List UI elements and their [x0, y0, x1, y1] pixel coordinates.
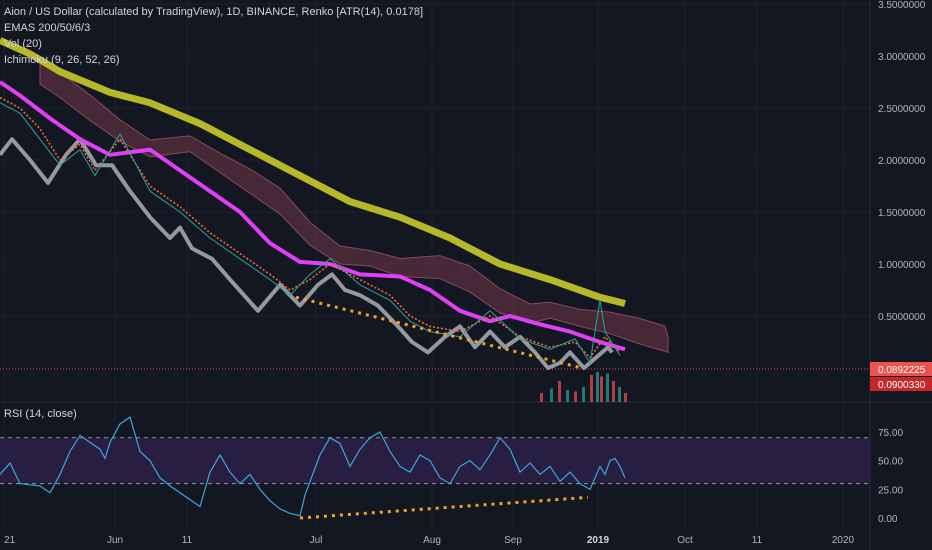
rsi-axis: 0.00 25.00 50.00 75.00	[878, 428, 903, 525]
trendline-price[interactable]	[295, 295, 583, 370]
price-tick-label: 3.5000000	[878, 0, 926, 11]
price-tick-label: 3.0000000	[878, 52, 926, 63]
price-tag-label: 0.0900330	[878, 380, 926, 391]
ema3-line	[0, 102, 621, 364]
volume-bar	[612, 381, 615, 402]
time-tick-label: Aug	[423, 535, 441, 546]
indicator-emas[interactable]: EMAS 200/50/6/3	[4, 22, 91, 34]
volume-bar	[596, 372, 599, 402]
time-tick-label: 21	[4, 535, 16, 546]
time-tick-label: Jun	[107, 535, 123, 546]
price-tick-label: 1.0000000	[878, 260, 926, 271]
time-tick-label: 11	[182, 535, 193, 546]
indicator-volume[interactable]: Vol (20)	[4, 38, 42, 50]
time-axis[interactable]: 21 Jun 11 Jul Aug Sep 2019 Oct 11 2020	[4, 535, 855, 546]
volume-bars	[540, 372, 627, 402]
rsi-tick-label: 25.00	[878, 485, 903, 496]
price-tick-label: 1.5000000	[878, 208, 926, 219]
ichimoku-cloud	[39, 62, 669, 354]
time-tick-label: Oct	[677, 535, 693, 546]
volume-bar	[624, 393, 627, 402]
volume-bar	[574, 391, 577, 402]
rsi-band	[0, 437, 870, 484]
volume-bar	[550, 388, 553, 402]
time-tick-label: 2019	[587, 535, 610, 546]
price-tag-label: 0.0892225	[878, 365, 926, 376]
price-tick-label: 0.5000000	[878, 312, 926, 323]
time-tick-label: 2020	[832, 535, 855, 546]
price-axis[interactable]: 0.5000000 1.0000000 1.5000000 2.0000000 2.50…	[878, 0, 926, 323]
price-tag	[870, 377, 932, 391]
chart-legend: Aion / US Dollar (calculated by TradingV…	[4, 4, 423, 68]
volume-bar	[540, 393, 543, 402]
rsi-line	[0, 416, 626, 517]
time-tick-label: 11	[752, 535, 763, 546]
price-tag	[870, 362, 932, 376]
rsi-legend[interactable]: RSI (14, close)	[4, 408, 77, 420]
volume-bar	[582, 387, 585, 402]
price-tick-label: 2.5000000	[878, 104, 926, 115]
rsi-tick-label: 75.00	[878, 428, 903, 439]
volume-bar	[600, 376, 603, 402]
ema6-line	[0, 96, 621, 359]
rsi-tick-label: 50.00	[878, 457, 903, 468]
chart-title: Aion / US Dollar (calculated by TradingV…	[4, 6, 423, 18]
price-tick-label: 2.0000000	[878, 156, 926, 167]
ema50-line	[0, 80, 626, 352]
volume-bar	[558, 381, 561, 402]
volume-bar	[590, 375, 593, 402]
time-tick-label: Sep	[504, 535, 522, 546]
trendline-rsi[interactable]	[299, 495, 589, 520]
time-tick-label: Jul	[310, 535, 323, 546]
volume-bar	[566, 390, 569, 402]
rsi-tick-label: 0.00	[878, 514, 898, 525]
volume-bar	[618, 387, 621, 402]
ema200-line	[0, 37, 626, 307]
volume-bar	[606, 373, 609, 402]
indicator-ichimoku[interactable]: Ichimoku (9, 26, 52, 26)	[4, 54, 120, 66]
